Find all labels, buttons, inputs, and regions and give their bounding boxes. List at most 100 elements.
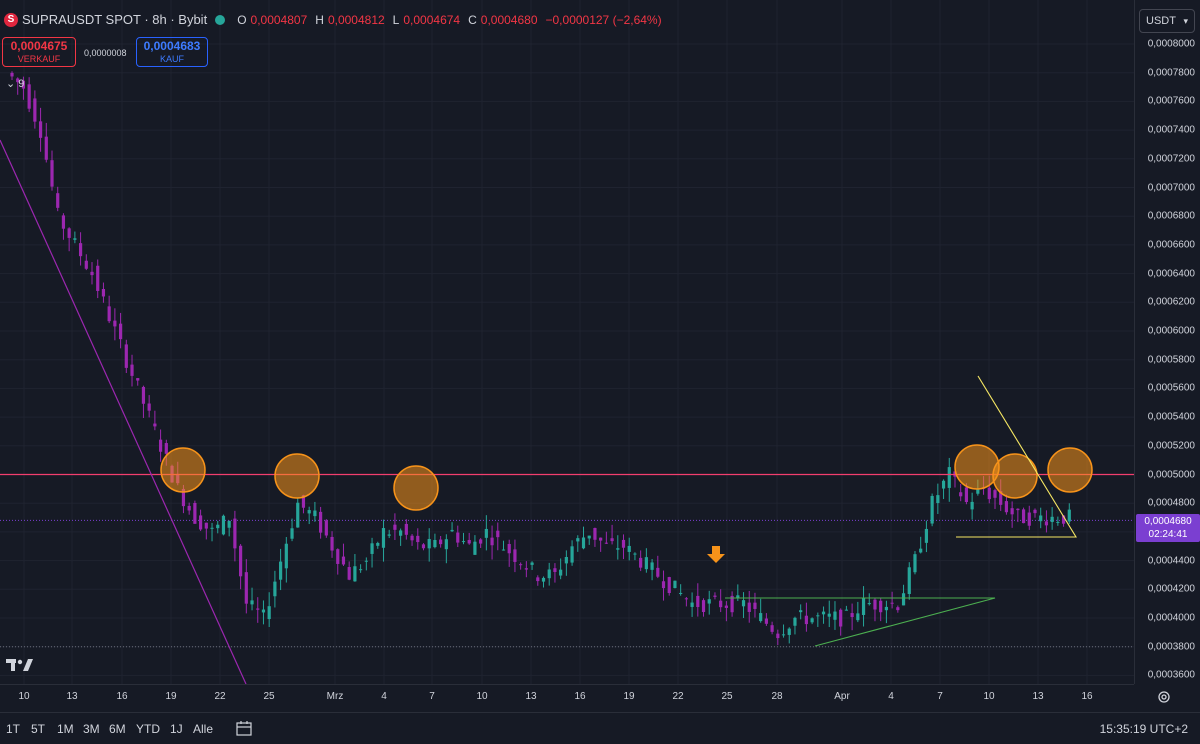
candle-body [461,541,466,543]
chart-svg[interactable] [0,0,1134,684]
candle-body [547,569,551,579]
price-tick-label: 0,0007600 [1147,95,1195,107]
candle-body [907,567,911,594]
candle-body [101,289,106,297]
price-tick-label: 0,0006600 [1147,239,1195,251]
candle-body [764,618,768,624]
time-tick-label: 16 [574,691,586,702]
change-value: −0,0000127 (−2,64%) [545,12,662,27]
candle-body [536,577,540,582]
candle-body [216,524,220,529]
candle-body [947,467,951,488]
timeframe-button[interactable]: 5T [31,722,46,736]
downtrend-line [0,139,247,684]
price-tick-label: 0,0006800 [1147,210,1195,222]
price-tick-label: 0,0005000 [1147,469,1195,480]
visibility-dot-icon[interactable] [215,14,226,25]
candle-body [250,600,254,605]
candle-body [781,634,786,636]
candle-body [913,554,917,573]
timeframe-button[interactable]: Alle [193,722,214,736]
price-tick-label: 0,0005800 [1147,354,1195,366]
low-value: 0,0004674 [403,12,461,27]
timeframe-button[interactable]: 1M [57,722,74,736]
candle-body [724,605,728,608]
time-tick-label: 4 [888,691,894,702]
candle-body [221,515,226,535]
candle-body [381,528,386,548]
time-axis[interactable]: 10 13 16 19 22 25 Mrz 4 7 10 13 16 19 22 25 28 Apr 4 7 10 13… [0,684,1134,713]
price-tick-label: 0,0007200 [1147,153,1195,165]
timeframe-button[interactable]: 1J [170,722,183,736]
triangle-pattern [956,375,1077,538]
timeframe-button[interactable]: 3M [83,722,100,736]
candle-body [610,538,614,542]
time-tick-label: 13 [1032,691,1044,702]
open-value: 0,0004807 [250,12,308,27]
resistance-touch-circle [992,453,1038,499]
buy-label: KAUF [159,54,184,64]
buy-button[interactable]: 0,0004683 KAUF [136,37,208,67]
candle-body [530,562,534,565]
tradingview-logo-icon[interactable] [6,657,34,673]
candle-body [701,600,706,613]
candle-body [27,84,31,109]
resistance-touch-circle [160,447,206,493]
resistance-touch-circle [1047,447,1093,493]
currency-select[interactable]: USDT ▾ [1139,9,1195,33]
candle-body [399,530,403,536]
price-tick-label: 0,0004400 [1147,555,1195,567]
indicator-count: 9 [18,78,25,90]
candle-body [736,595,740,598]
close-value: 0,0004680 [480,12,538,27]
spread-value: 0,0000008 [84,48,127,58]
candle-body [804,615,808,625]
candle-body [604,542,608,544]
indicator-toggle[interactable]: ⌄ 9 [6,77,24,90]
candle-body [73,238,77,240]
candle-body [1027,512,1031,526]
candle-body [873,599,877,610]
candle-body [810,618,814,623]
candle-body [50,160,54,187]
candle-body [919,548,923,553]
candle-body [856,613,860,621]
time-tick-label: 16 [1081,691,1093,702]
candle-body [296,502,300,528]
candle-body [336,549,340,564]
candle-body [1039,515,1043,522]
candle-body [684,598,688,600]
date-range-calendar-icon[interactable] [234,720,254,738]
candle-body [124,344,128,368]
price-tick-label: 0,0007400 [1147,124,1195,136]
candle-body [513,549,517,562]
settings-gear-icon[interactable] [1157,690,1171,704]
candle-body [999,491,1003,505]
candle-body [10,72,14,77]
candle-body [753,602,757,609]
candle-body [319,511,323,533]
candle-body [347,567,351,580]
clock-readout[interactable]: 15:35:19 UTC+2 [1099,722,1188,736]
timeframe-button[interactable]: 1T [6,722,21,736]
candle-body [244,572,248,604]
candle-body [444,539,448,550]
candle-body [450,529,454,532]
chart-canvas[interactable]: S SUPRAUSDT SPOT · 8h · Bybit O 0,0004807… [0,0,1134,684]
candle-body [301,495,306,508]
buy-price: 0,0004683 [143,39,201,53]
timeframe-button[interactable]: 6M [109,722,126,736]
candle-body [564,556,568,564]
candle-body [67,228,71,238]
candle-body [313,510,317,517]
sell-button[interactable]: 0,0004675 VERKAUF [2,37,76,67]
candle-body [570,546,574,563]
symbol-title[interactable]: SUPRAUSDT SPOT · 8h · Bybit [22,12,208,27]
candle-body [416,535,420,543]
candle-body [467,539,471,544]
timeframe-button[interactable]: YTD [136,722,160,736]
price-axis[interactable]: USDT ▾ 0,0008000 0,0007800 0,0007600 0,0007… [1134,0,1200,684]
candle-body [210,527,214,529]
time-tick-label: 10 [476,691,488,702]
candle-body [427,538,431,549]
